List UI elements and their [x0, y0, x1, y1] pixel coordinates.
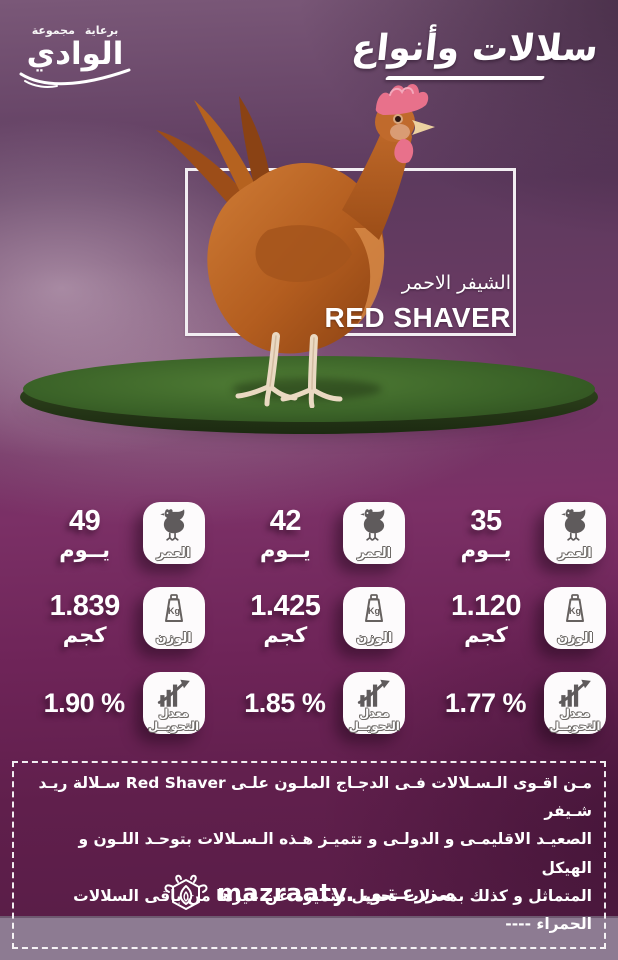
chicken-image [156, 84, 435, 408]
conversion-value: % 1.90 [43, 687, 126, 718]
chicken-comb [375, 84, 429, 115]
breed-frame [185, 168, 516, 336]
sponsor-tagline: برعاية مجموعة [12, 24, 138, 37]
sponsor-group-label: مجموعة [31, 24, 75, 37]
kg-weight-icon: Kg [566, 594, 584, 622]
svg-text:Kg: Kg [168, 606, 180, 616]
conversion-icon-label: معدل التحويــل [148, 706, 200, 734]
weight-icon: Kg الوزن [544, 587, 606, 649]
brand-name-arabic: مـزرعـتـي [361, 882, 456, 904]
chicken-beak [412, 120, 435, 135]
description-line-1: مـن اقـوى الـسـلالات فـى الدجـاج الملـون… [38, 774, 592, 821]
sponsor-logo: برعاية مجموعة الوادي [12, 24, 138, 91]
sponsor-patronage-label: برعاية [84, 24, 119, 37]
conversion-value: % 1.85 [244, 687, 326, 718]
weight-icon-label: الوزن [356, 631, 393, 646]
stats-grid: العمر 35 يــوم العمر [8, 496, 610, 740]
weight-value: 1.425 كجم [250, 589, 321, 647]
weight-icon: Kg الوزن [142, 587, 205, 649]
growth-chart-icon [558, 679, 591, 707]
age-icon: العمر [142, 502, 205, 564]
age-value: 42 يــوم [259, 504, 311, 562]
conversion-cell-190: معدل التحويــل % 1.90 [8, 666, 209, 740]
conversion-cell-185: معدل التحويــل % 1.85 [209, 666, 410, 740]
conversion-icon: معدل التحويــل [544, 672, 606, 734]
age-icon: العمر [544, 502, 606, 564]
chicken-neck [342, 120, 412, 240]
age-row: العمر 35 يــوم العمر [8, 496, 610, 570]
growth-chart-icon [358, 679, 391, 707]
conversion-icon-label: معدل التحويــل [348, 706, 400, 734]
conversion-value: % 1.77 [444, 687, 527, 718]
swoosh-underline-icon [19, 68, 131, 88]
svg-text:Kg: Kg [368, 606, 380, 616]
breed-name-english: RED SHAVER [324, 302, 511, 333]
weight-value: 1.839 كجم [49, 589, 121, 647]
conversion-row: معدل التحويــل % 1.77 [8, 666, 610, 740]
conversion-icon-label: معدل التحويــل [549, 706, 601, 734]
growth-chart-icon [157, 679, 190, 707]
brand-name-latin: mazraaty. [217, 879, 355, 907]
weight-icon: Kg الوزن [343, 587, 406, 649]
age-icon: العمر [343, 502, 406, 564]
age-icon-label: العمر [558, 546, 592, 561]
breed-labels: الشيفر الاحمر RED SHAVER [324, 272, 511, 334]
breed-name-arabic: الشيفر الاحمر [401, 272, 511, 294]
weight-cell-1425: Kg الوزن 1.425 كجم [209, 581, 410, 655]
footer-brand: mazraaty. مـزرعـتـي [0, 872, 618, 914]
weight-row: Kg الوزن 1.120 كجم Kg الوزن [8, 581, 610, 655]
hen-icon [561, 509, 586, 541]
conversion-icon: معدل التحويــل [142, 672, 205, 734]
kg-weight-icon: Kg [164, 594, 183, 622]
conversion-icon: معدل التحويــل [343, 672, 406, 734]
conversion-cell-177: معدل التحويــل % 1.77 [409, 666, 610, 740]
page-title: سلالات وأنواع [349, 28, 601, 69]
kg-weight-icon: Kg [365, 594, 384, 622]
age-icon-label: العمر [156, 546, 191, 561]
chicken-wing [255, 225, 352, 283]
title-underline [384, 76, 546, 80]
bottom-strip [0, 916, 618, 960]
mazraaty-emblem-icon [164, 874, 208, 910]
age-cell-49: العمر 49 يــوم [8, 496, 209, 570]
age-cell-35: العمر 35 يــوم [409, 496, 610, 570]
chicken-wattle [394, 138, 414, 164]
age-value: 49 يــوم [59, 504, 111, 562]
description-line-2: الصعيـد الاقليمـى و الدولـى و تتميـز هـذ… [78, 830, 592, 877]
weight-value: 1.120 كجم [450, 589, 522, 647]
weight-icon-label: الوزن [556, 631, 594, 646]
weight-cell-1120: Kg الوزن 1.120 كجم [409, 581, 610, 655]
weight-icon-label: الوزن [155, 631, 192, 646]
age-cell-42: العمر 42 يــوم [209, 496, 410, 570]
hen-icon [360, 509, 385, 541]
breed-description-box: مـن اقـوى الـسـلالات فـى الدجـاج الملـون… [12, 761, 606, 950]
chicken-eye [395, 116, 401, 122]
weight-cell-1839: Kg الوزن 1.839 كجم [8, 581, 209, 655]
age-value: 35 يــوم [460, 504, 512, 562]
svg-text:Kg: Kg [569, 606, 581, 616]
age-icon-label: العمر [357, 546, 392, 561]
sponsor-name: الوادي [26, 36, 124, 72]
hen-icon [159, 509, 185, 541]
